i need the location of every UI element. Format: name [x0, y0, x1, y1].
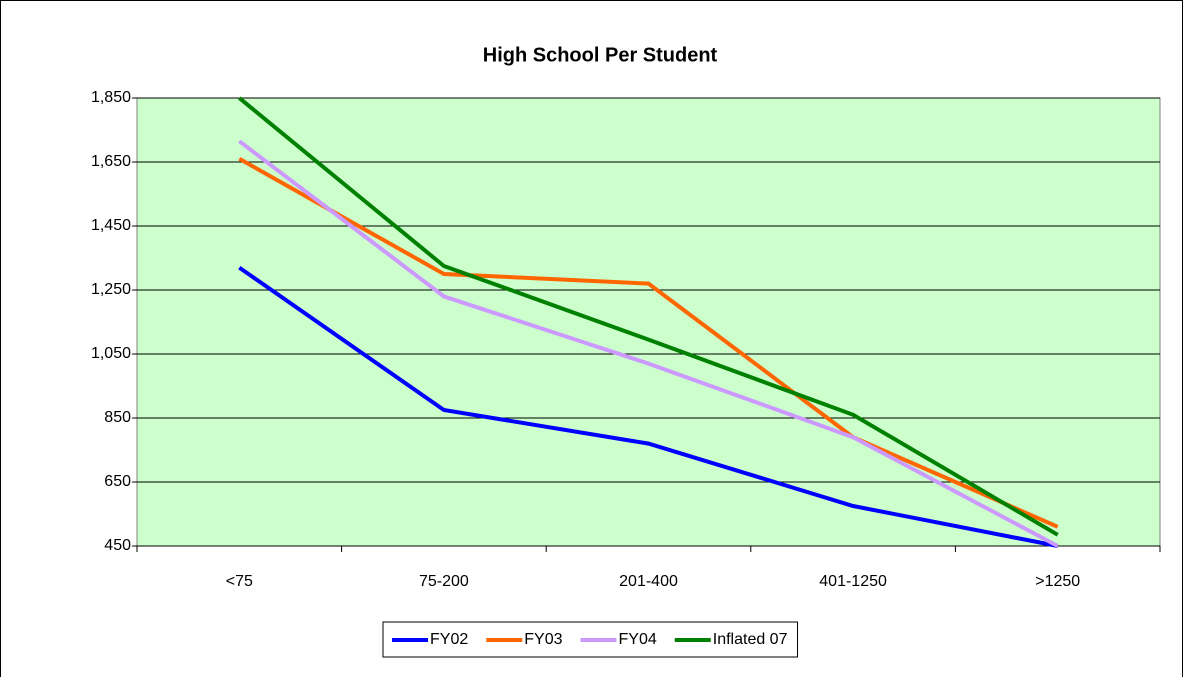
legend-label: FY02 [430, 631, 468, 648]
series-line [238, 96, 1059, 537]
y-tick-label: 650 [104, 473, 131, 490]
series-line [238, 265, 1059, 548]
x-tick-label: 201-400 [619, 573, 678, 590]
y-tick-label: 1,850 [91, 89, 131, 106]
legend: FY02 FY03 FY04 Inflated 07 [382, 621, 798, 658]
series-line [238, 139, 1059, 548]
y-tick-label: 1,050 [91, 345, 131, 362]
chart-title: High School Per Student [483, 44, 718, 66]
x-tick-label: 75-200 [419, 573, 469, 590]
x-tick-label: >1250 [1035, 573, 1080, 590]
x-tick-label: 401-1250 [819, 573, 887, 590]
plot-area [136, 97, 1161, 547]
y-tick-label: 1,650 [91, 153, 131, 170]
series-line [238, 157, 1059, 529]
legend-label: Inflated 07 [713, 631, 788, 648]
x-tick-label: <75 [226, 573, 253, 590]
legend-label: FY03 [524, 631, 562, 648]
y-tick-label: 1,450 [91, 217, 131, 234]
y-tick-label: 850 [104, 409, 131, 426]
legend-label: FY04 [619, 631, 657, 648]
y-tick-label: 1,250 [91, 281, 131, 298]
y-tick-label: 450 [104, 537, 131, 554]
